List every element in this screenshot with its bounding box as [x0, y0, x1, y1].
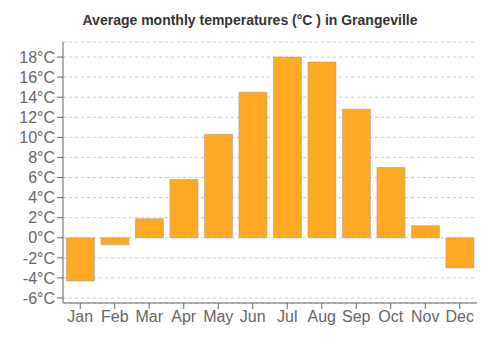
html-text:Average monthly temperatures (: Average monthly temperatures (°C ) in Gr…	[82, 12, 418, 28]
svg-text:Nov: Nov	[411, 308, 439, 325]
svg-text:Jan: Jan	[67, 308, 93, 325]
svg-text:Apr: Apr	[171, 308, 197, 325]
svg-text:Aug: Aug	[308, 308, 336, 325]
svg-text:-6°C: -6°C	[23, 290, 55, 307]
svg-text:Jul: Jul	[277, 308, 297, 325]
svg-text:Dec: Dec	[446, 308, 474, 325]
svg-text:Jun: Jun	[240, 308, 266, 325]
svg-text:6°C: 6°C	[28, 169, 55, 186]
svg-text:Feb: Feb	[101, 308, 129, 325]
svg-text:May: May	[203, 308, 233, 325]
svg-text:0°C: 0°C	[28, 229, 55, 246]
svg-text:12°C: 12°C	[19, 109, 55, 126]
svg-text:16°C: 16°C	[19, 69, 55, 86]
svg-text:14°C: 14°C	[19, 89, 55, 106]
svg-text:Sep: Sep	[342, 308, 371, 325]
svg-text:Mar: Mar	[135, 308, 163, 325]
svg-text:10°C: 10°C	[19, 129, 55, 146]
svg-text:-4°C: -4°C	[23, 270, 55, 287]
svg-text:2°C: 2°C	[28, 209, 55, 226]
svg-text:-2°C: -2°C	[23, 250, 55, 267]
svg-text:18°C: 18°C	[19, 49, 55, 66]
svg-text:8°C: 8°C	[28, 149, 55, 166]
svg-text:4°C: 4°C	[28, 189, 55, 206]
svg-text:Oct: Oct	[378, 308, 403, 325]
